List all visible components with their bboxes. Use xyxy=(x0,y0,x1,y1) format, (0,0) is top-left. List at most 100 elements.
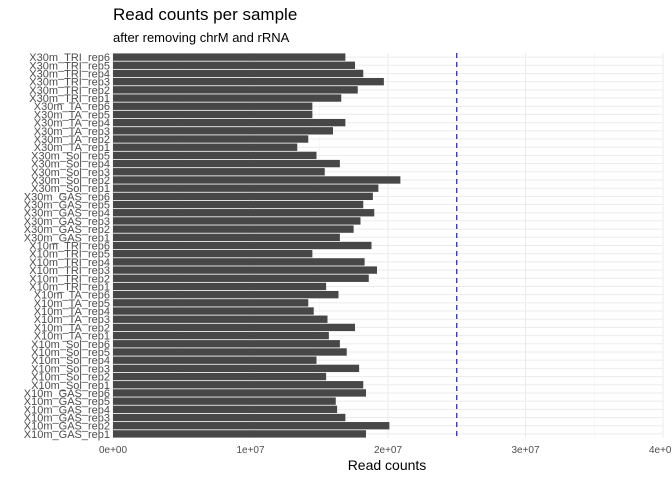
bar-X30m_TA_rep2 xyxy=(113,135,309,143)
bar-X10m_Sol_rep6 xyxy=(113,340,340,348)
y-tick-label: X10m_GAS_rep5 xyxy=(24,396,110,408)
y-tick-label: X10m_Sol_rep6 xyxy=(31,339,110,351)
y-tick-label: X10m_Sol_rep5 xyxy=(31,347,110,359)
bar-X30m_TA_rep1 xyxy=(113,143,298,151)
x-tick-label: 3e+07 xyxy=(511,445,540,456)
y-tick-label: X30m_GAS_rep6 xyxy=(24,191,110,203)
y-tick-label: X30m_GAS_rep4 xyxy=(24,208,110,220)
bar-X30m_Sol_rep5 xyxy=(113,151,317,160)
bar-X10m_TRI_rep2 xyxy=(113,274,369,282)
bar-X10m_TA_rep6 xyxy=(113,290,339,299)
bar-X10m_Sol_rep3 xyxy=(113,364,360,373)
y-tick-label: X10m_Sol_rep2 xyxy=(31,372,110,384)
y-tick-label: X10m_GAS_rep6 xyxy=(24,388,110,400)
bar-X30m_TRI_rep2 xyxy=(113,86,358,94)
y-tick-label: X30m_Sol_rep3 xyxy=(31,167,110,179)
y-tick-label: X10m_Sol_rep1 xyxy=(31,380,110,392)
y-tick-label: X10m_TA_rep5 xyxy=(34,298,110,310)
x-axis-label: Read counts xyxy=(348,457,427,473)
x-tick-label: 1e+07 xyxy=(236,445,265,456)
y-tick-label: X10m_TA_rep2 xyxy=(34,322,110,334)
bar-X10m_GAS_rep6 xyxy=(113,389,366,397)
bar-X10m_TRI_rep1 xyxy=(113,282,327,291)
bar-X10m_TRI_rep4 xyxy=(113,258,365,266)
y-tick-label: X30m_GAS_rep3 xyxy=(24,216,110,228)
bar-X10m_Sol_rep1 xyxy=(113,381,364,389)
y-tick-label: X10m_GAS_rep4 xyxy=(24,404,110,416)
bar-X30m_GAS_rep3 xyxy=(113,217,361,225)
y-tick-label: X10m_Sol_rep4 xyxy=(31,355,110,367)
bar-X10m_GAS_rep5 xyxy=(113,397,336,405)
y-tick-label: X30m_Sol_rep4 xyxy=(31,159,110,171)
bar-X30m_GAS_rep1 xyxy=(113,233,340,241)
y-tick-labels: X10m_GAS_rep1X10m_GAS_rep2X10m_GAS_rep3X… xyxy=(24,52,110,441)
bar-X10m_TRI_rep6 xyxy=(113,241,372,250)
bar-X10m_Sol_rep2 xyxy=(113,372,327,381)
bar-X10m_TA_rep2 xyxy=(113,323,355,332)
bar-X30m_TA_rep3 xyxy=(113,127,333,135)
bar-X10m_GAS_rep4 xyxy=(113,405,338,414)
x-tick-labels: 0e+00 1e+07 2e+07 3e+07 4e+07 xyxy=(99,445,672,456)
bar-X30m_Sol_rep4 xyxy=(113,159,340,168)
bar-X30m_TRI_rep6 xyxy=(113,53,346,61)
y-tick-label: X30m_TRI_rep5 xyxy=(29,60,110,72)
chart-title: Read counts per sample xyxy=(113,5,297,24)
y-tick-label: X30m_TA_rep6 xyxy=(34,101,110,113)
y-tick-label: X10m_Sol_rep3 xyxy=(31,363,110,375)
y-tick-label: X10m_TRI_rep4 xyxy=(29,257,110,269)
bar-X30m_TA_rep4 xyxy=(113,118,346,127)
y-tick-label: X10m_TA_rep3 xyxy=(34,314,110,326)
bars xyxy=(113,53,401,438)
y-tick-label: X10m_TRI_rep1 xyxy=(29,281,110,293)
bar-X30m_GAS_rep2 xyxy=(113,225,354,233)
y-tick-label: X10m_GAS_rep3 xyxy=(24,413,110,425)
bar-X30m_GAS_rep5 xyxy=(113,200,364,209)
bar-X10m_TA_rep1 xyxy=(113,331,329,340)
bar-X30m_TRI_rep1 xyxy=(113,94,342,102)
y-tick-label: X10m_TA_rep1 xyxy=(34,331,110,343)
y-tick-label: X30m_Sol_rep5 xyxy=(31,150,110,162)
bar-X10m_TRI_rep3 xyxy=(113,266,377,274)
y-tick-label: X30m_TRI_rep2 xyxy=(29,85,110,97)
bar-X10m_Sol_rep5 xyxy=(113,348,347,356)
y-tick-label: X10m_TRI_rep2 xyxy=(29,273,110,285)
y-tick-label: X30m_TA_rep2 xyxy=(34,134,110,146)
bar-X10m_TRI_rep5 xyxy=(113,250,313,258)
bar-X30m_Sol_rep1 xyxy=(113,184,379,192)
bar-X10m_TA_rep3 xyxy=(113,315,328,323)
y-tick-label: X30m_GAS_rep1 xyxy=(24,232,110,244)
bar-X30m_GAS_rep6 xyxy=(113,192,373,201)
bar-X10m_GAS_rep2 xyxy=(113,422,390,430)
x-tick-label: 4e+07 xyxy=(649,445,672,456)
y-tick-label: X10m_GAS_rep2 xyxy=(24,421,110,433)
y-tick-label: X10m_TRI_rep6 xyxy=(29,241,110,253)
bar-X30m_TA_rep6 xyxy=(113,102,313,110)
y-tick-label: X30m_Sol_rep1 xyxy=(31,183,110,195)
y-tick-label: X30m_TA_rep3 xyxy=(34,126,110,138)
y-tick-label: X30m_TRI_rep1 xyxy=(29,93,110,105)
bar-X30m_Sol_rep2 xyxy=(113,176,401,184)
chart-subtitle: after removing chrM and rRNA xyxy=(113,30,290,45)
y-tick-label: X10m_TRI_rep3 xyxy=(29,265,110,277)
y-tick-label: X30m_GAS_rep2 xyxy=(24,224,110,236)
bar-X10m_TA_rep4 xyxy=(113,307,314,315)
bar-X10m_GAS_rep1 xyxy=(113,430,366,438)
bar-X10m_GAS_rep3 xyxy=(113,413,346,422)
y-tick-label: X30m_TRI_rep3 xyxy=(29,77,110,89)
y-tick-label: X10m_TA_rep6 xyxy=(34,290,110,302)
bar-X30m_Sol_rep3 xyxy=(113,168,325,176)
x-tick-label: 2e+07 xyxy=(374,445,403,456)
y-tick-label: X10m_TRI_rep5 xyxy=(29,249,110,261)
y-tick-label: X10m_GAS_rep1 xyxy=(24,429,110,441)
y-tick-label: X30m_TA_rep4 xyxy=(34,118,110,130)
y-tick-label: X30m_TRI_rep6 xyxy=(29,52,110,64)
bar-X30m_TRI_rep4 xyxy=(113,69,364,78)
y-tick-label: X30m_TA_rep1 xyxy=(34,142,110,154)
bar-X10m_TA_rep5 xyxy=(113,299,309,307)
y-tick-label: X30m_GAS_rep5 xyxy=(24,200,110,212)
bar-X30m_TA_rep5 xyxy=(113,110,313,119)
bar-X30m_TRI_rep5 xyxy=(113,61,355,69)
bar-X30m_TRI_rep3 xyxy=(113,77,384,86)
bar-X10m_Sol_rep4 xyxy=(113,356,317,364)
